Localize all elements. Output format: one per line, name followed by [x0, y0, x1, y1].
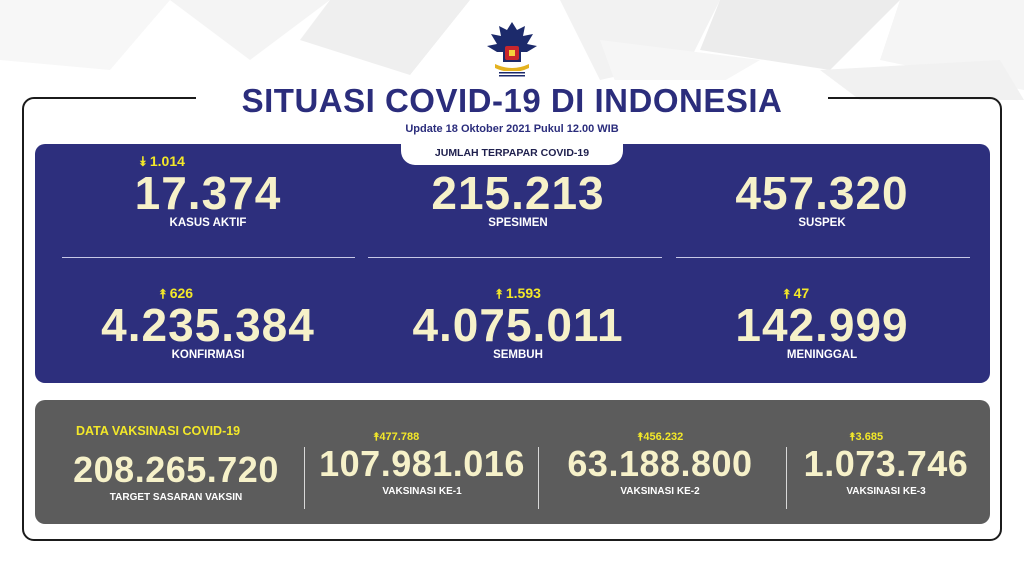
chevron-up-icon: ⯭ [158, 286, 167, 301]
stat-spesimen: 215.213 SPESIMEN [368, 152, 668, 242]
stat-label: KASUS AKTIF [169, 217, 247, 229]
vac-value: 107.981.016 [319, 443, 525, 484]
divider [368, 257, 662, 258]
header: SITUASI COVID-19 DI INDONESIA Update 18 … [196, 80, 828, 146]
stat-konfirmasi: ⯭ 626 4.235.384 KONFIRMASI [58, 284, 358, 374]
vaccination-title: DATA VAKSINASI COVID-19 [76, 424, 241, 438]
stat-kasus-aktif: ⯯ 1.014 17.374 KASUS AKTIF [58, 152, 358, 242]
chevron-up-icon: ⯭ [848, 431, 856, 443]
stat-label: KONFIRMASI [171, 349, 245, 361]
stat-delta: ⯯ 1.014 [139, 153, 185, 169]
stat-delta: ⯭ 1.593 [495, 285, 541, 301]
vac-dose-2: ⯭456.232 63.188.800 VAKSINASI KE-2 [540, 430, 780, 510]
vac-label: VAKSINASI KE-3 [846, 486, 926, 497]
exposure-panel [35, 144, 990, 383]
stat-value: 142.999 [735, 299, 909, 351]
exposure-tab-label: JUMLAH TERPAPAR COVID-19 [401, 141, 623, 165]
stat-value: 215.213 [431, 167, 605, 219]
stat-value: 4.075.011 [412, 299, 624, 351]
stat-label: MENINGGAL [786, 349, 858, 361]
stat-value: 17.374 [134, 167, 282, 219]
stat-meninggal: ⯭ 47 142.999 MENINGGAL [672, 284, 972, 374]
vac-label: VAKSINASI KE-2 [620, 486, 700, 497]
stat-delta: ⯭ 626 [158, 285, 194, 301]
vac-dose-3: ⯭3.685 1.073.746 VAKSINASI KE-3 [788, 430, 984, 510]
stat-sembuh: ⯭ 1.593 4.075.011 SEMBUH [368, 284, 668, 374]
separator [304, 447, 305, 509]
vac-value: 208.265.720 [73, 449, 279, 490]
vac-value: 63.188.800 [567, 443, 753, 484]
chevron-down-icon: ⯯ [139, 154, 147, 169]
stat-label: SEMBUH [493, 349, 543, 361]
chevron-up-icon: ⯭ [636, 431, 644, 443]
separator [538, 447, 539, 509]
stat-suspek: 457.320 SUSPEK [672, 152, 972, 242]
vac-delta: ⯭477.788 [372, 431, 420, 443]
vac-delta: ⯭3.685 [848, 431, 884, 443]
vac-dose-1: ⯭477.788 107.981.016 VAKSINASI KE-1 [306, 430, 538, 510]
stat-delta: ⯭ 47 [782, 285, 810, 301]
page-title: SITUASI COVID-19 DI INDONESIA [241, 82, 783, 119]
vac-target: 208.265.720 TARGET SASARAN VAKSIN [46, 436, 306, 508]
stat-value: 457.320 [735, 167, 909, 219]
garuda-emblem-icon [487, 22, 537, 79]
vac-label: TARGET SASARAN VAKSIN [109, 492, 243, 503]
divider [676, 257, 970, 258]
update-timestamp: Update 18 Oktober 2021 Pukul 12.00 WIB [405, 123, 619, 135]
stat-value: 4.235.384 [101, 299, 315, 351]
stat-label: SPESIMEN [488, 217, 548, 229]
chevron-up-icon: ⯭ [372, 431, 380, 443]
vaccination-panel [35, 400, 990, 524]
divider [62, 257, 355, 258]
chevron-up-icon: ⯭ [782, 286, 791, 301]
vac-value: 1.073.746 [803, 443, 969, 484]
vac-delta: ⯭456.232 [636, 431, 684, 443]
chevron-up-icon: ⯭ [495, 286, 503, 301]
separator [786, 447, 787, 509]
vac-label: VAKSINASI KE-1 [382, 486, 462, 497]
stat-label: SUSPEK [798, 217, 846, 229]
